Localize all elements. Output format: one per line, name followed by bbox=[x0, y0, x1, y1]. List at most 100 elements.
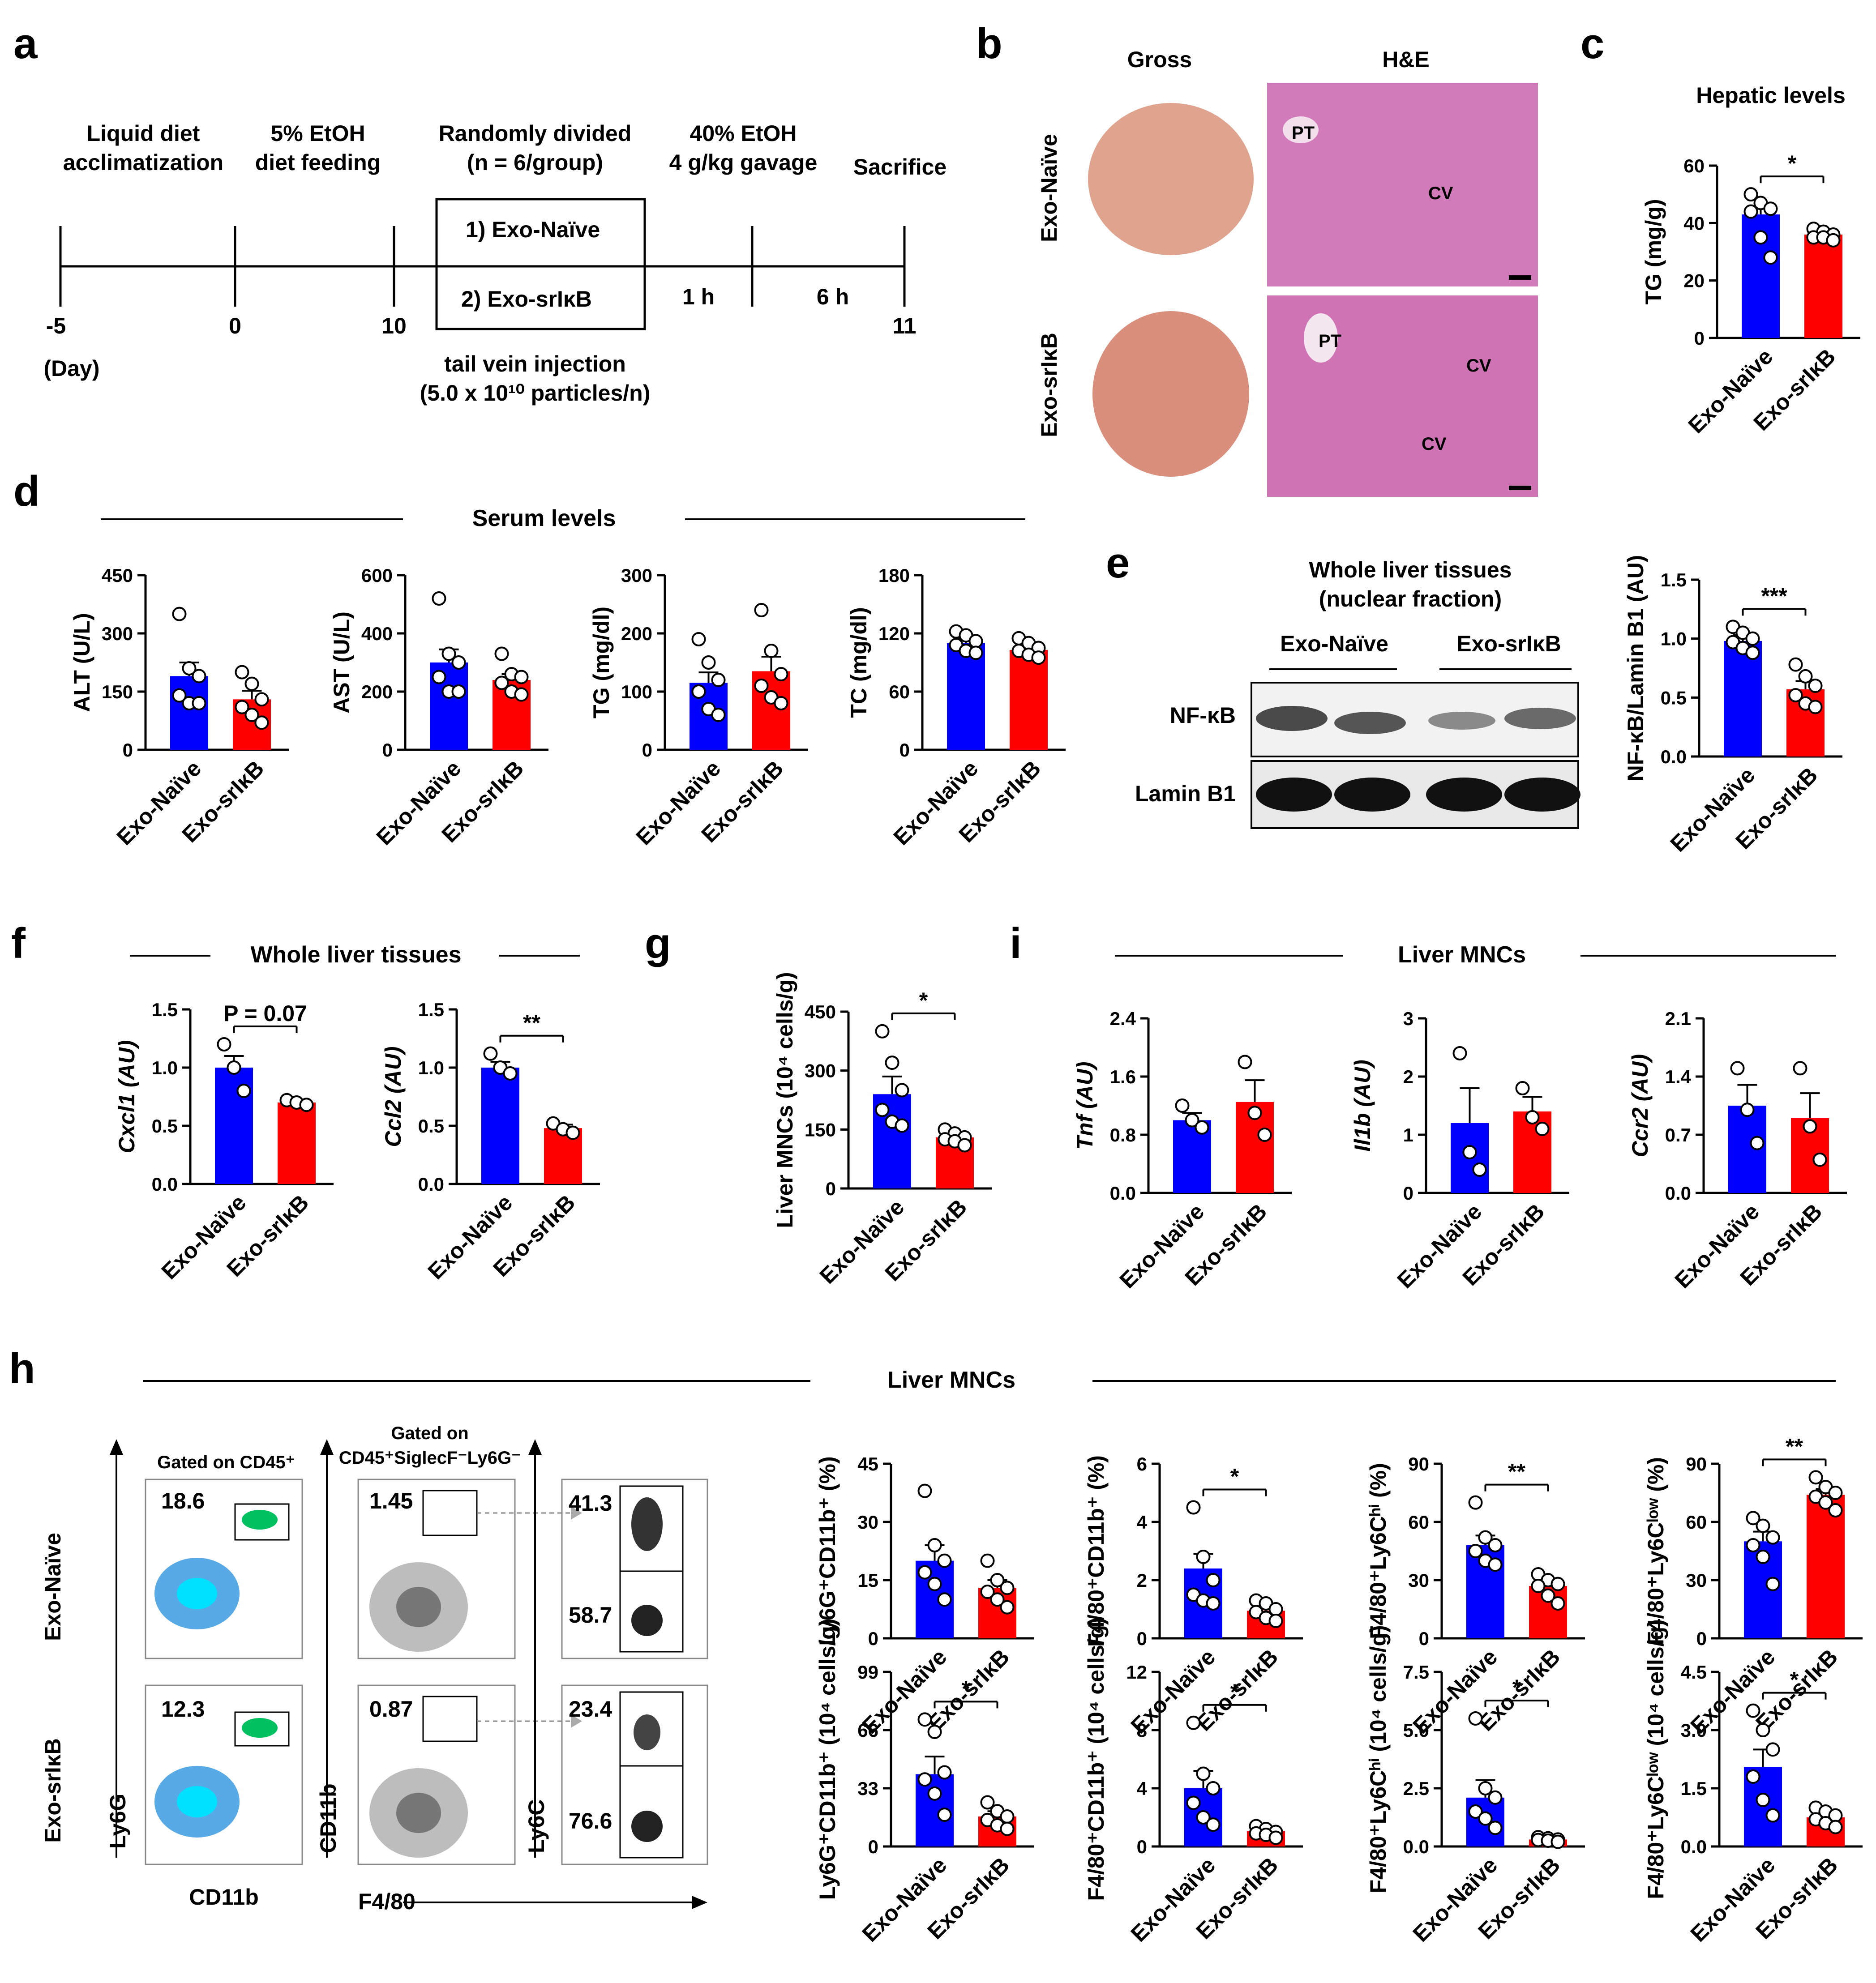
data-point bbox=[1206, 1817, 1221, 1832]
y-tick-label: 7.5 bbox=[1403, 1662, 1429, 1683]
data-point bbox=[1000, 1821, 1015, 1836]
data-point bbox=[514, 670, 529, 684]
data-point bbox=[1515, 1081, 1530, 1095]
y-tick-label: 5.0 bbox=[1403, 1720, 1429, 1741]
significance-label: ** bbox=[523, 1010, 540, 1035]
panel-a-timeline: Liquid diet acclimatization 5% EtOH diet… bbox=[43, 121, 947, 406]
data-point bbox=[1730, 1061, 1745, 1076]
y-axis-label: Il1b (AU) bbox=[1350, 1060, 1375, 1152]
data-point bbox=[1745, 631, 1760, 646]
data-point bbox=[937, 1553, 952, 1568]
blot-band bbox=[1426, 778, 1502, 812]
data-point bbox=[1808, 679, 1823, 693]
data-point bbox=[432, 591, 446, 606]
data-point bbox=[1808, 1470, 1823, 1485]
data-point bbox=[885, 1056, 899, 1070]
group-box bbox=[435, 198, 646, 330]
gate-label: Gated on bbox=[391, 1423, 468, 1443]
y-tick-label: 1.5 bbox=[1661, 569, 1687, 590]
y-axis-label: F4/80⁺Ly6Cʰⁱ (%) bbox=[1366, 1463, 1391, 1639]
y-tick-label: 0 bbox=[1403, 1183, 1413, 1204]
he-stain-image bbox=[1267, 83, 1538, 286]
data-point bbox=[1185, 1113, 1199, 1128]
blot-title: Whole liver tissues bbox=[1309, 557, 1512, 582]
data-point bbox=[1550, 1596, 1565, 1611]
data-point bbox=[1488, 1790, 1503, 1805]
pt-label: PT bbox=[1319, 331, 1341, 351]
gate-box bbox=[234, 1711, 290, 1747]
row-label: Exo-Naïve bbox=[1037, 134, 1062, 242]
y-tick-label: 3.0 bbox=[1681, 1720, 1707, 1741]
data-point bbox=[895, 1083, 909, 1098]
arrow-head bbox=[571, 1506, 582, 1520]
y-tick-label: 0 bbox=[1419, 1628, 1429, 1649]
column-header: Gross bbox=[1127, 47, 1192, 72]
data-point bbox=[895, 1118, 909, 1133]
arrow-head bbox=[571, 1714, 582, 1728]
y-tick-label: 60 bbox=[1683, 155, 1705, 176]
y-tick-label: 1.0 bbox=[1661, 628, 1687, 650]
y-tick-label: 0.5 bbox=[152, 1115, 178, 1137]
data-point bbox=[182, 661, 197, 675]
data-point bbox=[1828, 1820, 1843, 1834]
data-point bbox=[1828, 1503, 1843, 1517]
data-point bbox=[1206, 1573, 1221, 1587]
y-tick-label: 0 bbox=[1137, 1628, 1147, 1649]
y-tick-label: 1.0 bbox=[418, 1057, 444, 1078]
y-tick-label: 6 bbox=[1137, 1453, 1147, 1474]
y-tick-label: 30 bbox=[1408, 1570, 1429, 1591]
row-label: Exo-srIκB bbox=[40, 1738, 65, 1843]
data-point bbox=[774, 696, 788, 710]
data-point bbox=[1195, 1120, 1209, 1135]
data-point bbox=[1753, 230, 1768, 245]
panel-letter-f: f bbox=[11, 919, 26, 967]
step-label: diet feeding bbox=[255, 150, 381, 175]
data-point bbox=[451, 684, 466, 699]
y-tick-label: 450 bbox=[805, 1001, 836, 1022]
panel-h-flow-cytometry: Gated on CD45⁺ Gated on CD45⁺SiglecF⁻Ly6… bbox=[40, 1423, 708, 1914]
y-tick-label: 200 bbox=[621, 623, 652, 644]
data-point bbox=[711, 673, 726, 687]
blot-band bbox=[1256, 706, 1328, 731]
data-point bbox=[1756, 1793, 1770, 1807]
axis-label: F4/80 bbox=[358, 1889, 415, 1914]
step-label: Liquid diet bbox=[87, 121, 200, 146]
data-point bbox=[244, 708, 259, 722]
y-tick-label: 1.4 bbox=[1665, 1066, 1692, 1087]
y-axis-label: F4/80⁺Ly6Cˡᵒʷ (10⁴ cells/g) bbox=[1643, 1619, 1668, 1899]
y-tick-label: 1.5 bbox=[1681, 1778, 1707, 1799]
y-tick-label: 4.5 bbox=[1681, 1662, 1707, 1683]
data-point bbox=[503, 1066, 518, 1081]
data-point bbox=[244, 676, 259, 691]
y-tick-label: 60 bbox=[1408, 1512, 1429, 1533]
y-tick-label: 150 bbox=[805, 1119, 836, 1140]
day-label: -5 bbox=[46, 313, 66, 338]
y-tick-label: 450 bbox=[102, 565, 133, 586]
significance-label: P = 0.07 bbox=[223, 1001, 307, 1026]
blot-band bbox=[1334, 778, 1410, 812]
data-point bbox=[1531, 1579, 1546, 1593]
y-tick-label: 180 bbox=[878, 565, 910, 586]
y-axis-label: Ly6G⁺CD11b⁺ (10⁴ cells/g) bbox=[815, 1619, 840, 1900]
y-tick-label: 400 bbox=[361, 623, 393, 644]
section-title: Whole liver tissues bbox=[250, 942, 461, 968]
y-tick-label: 60 bbox=[889, 681, 910, 702]
axis-label: Ly6G bbox=[105, 1794, 130, 1849]
data-point bbox=[1740, 1103, 1755, 1117]
data-point bbox=[1468, 1804, 1483, 1819]
gate-label: Gated on CD45⁺ bbox=[157, 1453, 295, 1472]
y-tick-label: 0 bbox=[642, 739, 652, 761]
data-point bbox=[236, 1084, 251, 1098]
data-point bbox=[711, 708, 726, 722]
data-point bbox=[1268, 1830, 1283, 1845]
y-tick-label: 1.5 bbox=[152, 999, 178, 1020]
y-tick-label: 0.5 bbox=[418, 1115, 444, 1137]
flow-percentage: 41.3 bbox=[569, 1491, 612, 1516]
y-tick-label: 0.0 bbox=[418, 1174, 444, 1195]
y-tick-label: 0 bbox=[1696, 1628, 1707, 1649]
